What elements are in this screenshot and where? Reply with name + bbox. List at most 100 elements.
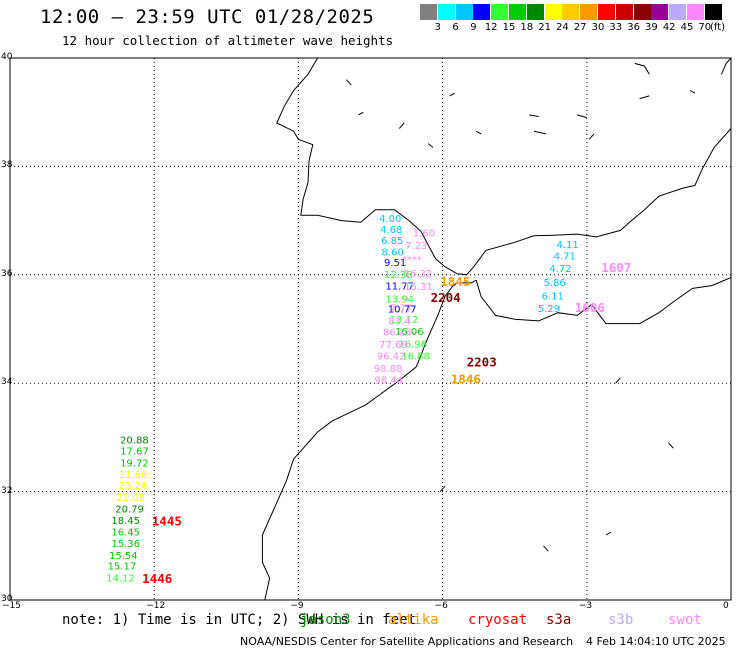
coastline bbox=[529, 114, 539, 117]
legend-swatch bbox=[437, 4, 455, 20]
satellite-legend-item: altika bbox=[388, 612, 439, 628]
legend-tick-label: 21 bbox=[538, 22, 551, 33]
swh-observation: 21.08 bbox=[116, 493, 145, 504]
swh-observation: 16.32 bbox=[404, 269, 433, 280]
coastline bbox=[720, 57, 732, 75]
legend-swatch bbox=[687, 4, 704, 20]
coastline bbox=[577, 114, 587, 119]
legend-swatch bbox=[420, 4, 437, 20]
swh-observation: 86.23 bbox=[383, 328, 412, 339]
swh-observation: 15.54 bbox=[109, 551, 138, 562]
lat-tick-label: 32 bbox=[1, 485, 13, 496]
swh-observation: 12.38 bbox=[384, 270, 413, 281]
legend-swatch bbox=[544, 4, 562, 20]
swh-observation: 4.72 bbox=[549, 264, 571, 275]
swh-observation: 4.68 bbox=[380, 225, 402, 236]
swh-observation: 15.17 bbox=[108, 562, 137, 573]
swh-observation: 13.94 bbox=[385, 294, 414, 305]
lon-tick-label: −6 bbox=[434, 601, 448, 611]
legend-swatch bbox=[455, 4, 473, 20]
swh-observation: **** bbox=[402, 255, 422, 266]
coastline bbox=[439, 485, 446, 492]
legend-swatch bbox=[651, 4, 669, 20]
map-frame bbox=[9, 57, 732, 601]
legend-tick-label: 12 bbox=[484, 22, 498, 33]
swh-observation: 5.29 bbox=[538, 304, 560, 315]
lat-tick-label: 34 bbox=[1, 377, 13, 388]
coastline bbox=[639, 95, 650, 100]
swh-observation: 19.72 bbox=[120, 459, 149, 470]
pass-time-label: 1606 bbox=[575, 300, 605, 315]
coastline bbox=[588, 133, 595, 140]
pass-time-label: 2204 bbox=[431, 290, 461, 305]
swh-observation: 77.69 bbox=[379, 340, 408, 351]
legend-tick-label: 39 bbox=[645, 22, 658, 33]
pass-time-label: 1846 bbox=[451, 372, 481, 387]
coastline bbox=[398, 122, 405, 129]
swh-observation: 6.85 bbox=[381, 236, 403, 247]
legend-swatch bbox=[615, 4, 633, 20]
legend-swatch bbox=[491, 4, 509, 20]
satellite-legend-item: jason3 bbox=[300, 612, 351, 628]
coastline bbox=[449, 92, 455, 97]
pass-time-label: 1445 bbox=[152, 514, 182, 529]
coastline bbox=[533, 130, 547, 135]
legend-swatch bbox=[509, 4, 526, 20]
coastline bbox=[543, 545, 549, 552]
legend-swatch bbox=[669, 4, 687, 20]
swh-observation: 17.67 bbox=[120, 447, 149, 458]
legend-swatch bbox=[598, 4, 615, 20]
swh-observation: 98.88 bbox=[374, 364, 403, 375]
coastline bbox=[634, 62, 650, 75]
swh-observation: 96.42 bbox=[377, 351, 406, 362]
swh-observation: 31.66 bbox=[119, 470, 148, 481]
satellite-legend-item: s3b bbox=[608, 612, 634, 628]
lat-tick-label: 40 bbox=[1, 52, 13, 62]
pass-time-label: 1845 bbox=[440, 274, 470, 289]
swh-observation: 98.44 bbox=[374, 376, 403, 387]
swh-observation: 23.26 bbox=[119, 481, 148, 492]
legend-tick-label: 15 bbox=[502, 22, 516, 33]
lat-tick-label: 38 bbox=[1, 160, 13, 171]
lon-tick-label: −3 bbox=[578, 601, 593, 611]
coastline bbox=[615, 377, 621, 384]
swh-observation: 20.88 bbox=[120, 435, 149, 446]
swh-observation: 7.23 bbox=[405, 241, 427, 252]
swh-observation: 10.77 bbox=[388, 305, 417, 316]
legend-tick-label: 27 bbox=[573, 22, 587, 33]
legend-tick-label: 24 bbox=[556, 22, 569, 33]
swh-observation: 16.88 bbox=[401, 351, 430, 362]
lat-tick-label: 30 bbox=[1, 594, 13, 604]
swh-observation: 9.51 bbox=[384, 258, 406, 269]
satellite-legend-item: cryosat bbox=[468, 612, 528, 628]
coastline bbox=[276, 57, 732, 276]
swh-observation: 7.77 bbox=[390, 304, 412, 315]
swh-observation: 6.11 bbox=[542, 292, 564, 303]
coastline bbox=[261, 279, 477, 601]
legend-swatch bbox=[704, 4, 722, 20]
legend-swatch bbox=[633, 4, 651, 20]
coastline bbox=[605, 531, 612, 536]
swh-observation: 20.79 bbox=[115, 505, 144, 516]
swh-observation: 16.96 bbox=[398, 339, 427, 350]
swh-observation: 15.36 bbox=[111, 539, 140, 550]
lon-tick-label: −12 bbox=[146, 601, 166, 611]
satellite-legend-item: s3a bbox=[546, 612, 572, 628]
swh-observation: 4.00 bbox=[379, 214, 401, 225]
legend-tick-label: 3 bbox=[434, 22, 441, 33]
legend-tick-label: 33 bbox=[609, 22, 623, 33]
swh-observation: 5.86 bbox=[544, 278, 566, 289]
chart-title: 12:00 – 23:59 UTC 01/28/2025 bbox=[40, 6, 375, 28]
lon-tick-label: 0 bbox=[723, 601, 729, 611]
lat-tick-label: 36 bbox=[1, 268, 13, 279]
pass-time-label: 2203 bbox=[467, 354, 497, 369]
legend-unit: (ft) bbox=[710, 22, 726, 33]
legend-swatch bbox=[526, 4, 544, 20]
legend-swatch bbox=[580, 4, 598, 20]
swh-observation: 16.45 bbox=[111, 528, 140, 539]
pass-time-label: 1607 bbox=[601, 260, 631, 275]
generation-timestamp: 4 Feb 14:04:10 UTC 2025 bbox=[586, 635, 726, 648]
swh-observation: 1.60 bbox=[413, 228, 435, 239]
legend-tick-label: 42 bbox=[662, 22, 676, 33]
